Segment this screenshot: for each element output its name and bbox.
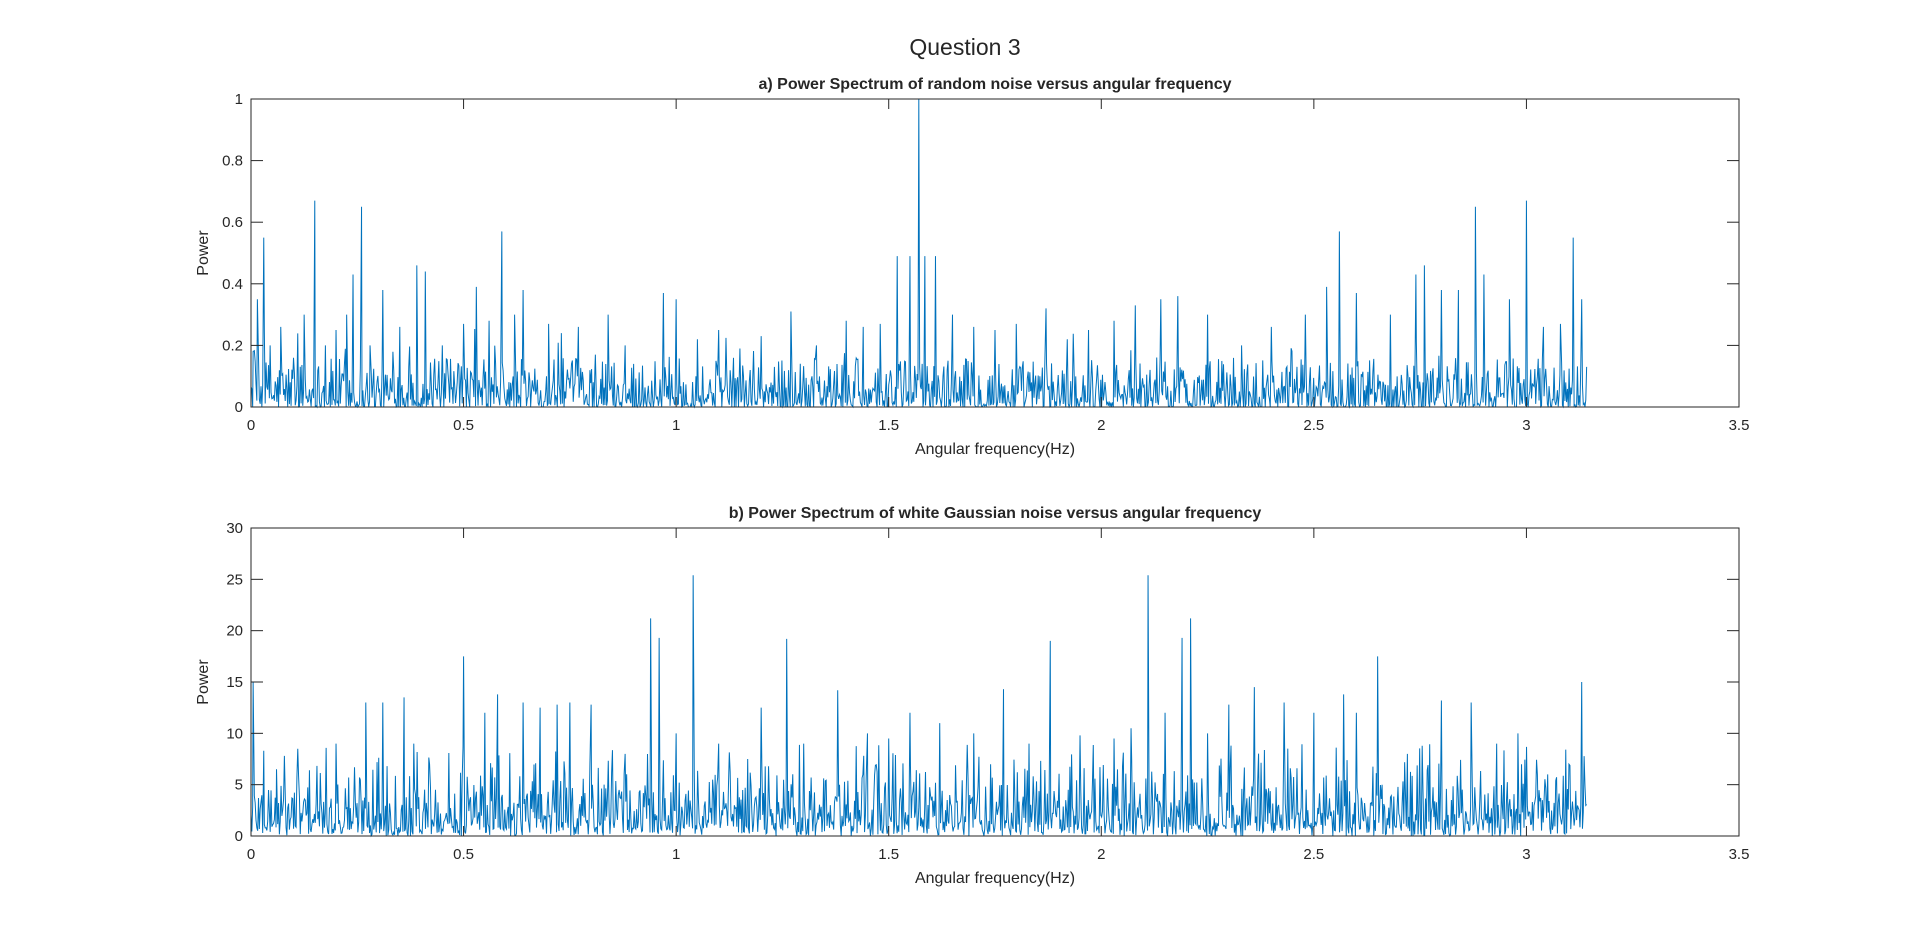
y-tick-label: 0 (235, 399, 243, 416)
x-tick-label: 0.5 (453, 846, 474, 863)
chart-title: b) Power Spectrum of white Gaussian nois… (729, 505, 1262, 522)
y-tick-label: 10 (226, 725, 243, 742)
x-tick-label: 1 (672, 417, 680, 434)
y-tick-label: 0 (235, 828, 243, 845)
chart-title: a) Power Spectrum of random noise versus… (758, 76, 1231, 93)
y-axis-label: Power (195, 230, 212, 276)
x-tick-label: 0.5 (453, 417, 474, 434)
y-axis-label: Power (195, 659, 212, 705)
y-tick-label: 0.8 (222, 153, 243, 170)
y-tick-label: 5 (235, 777, 243, 794)
figure-suptitle: Question 3 (909, 34, 1020, 60)
x-tick-label: 2.5 (1303, 846, 1324, 863)
y-tick-label: 0.4 (222, 276, 243, 293)
y-tick-label: 0.2 (222, 337, 243, 354)
x-axis-label: Angular frequency(Hz) (915, 870, 1075, 887)
y-tick-label: 1 (235, 91, 243, 108)
y-tick-label: 25 (226, 571, 243, 588)
x-axis-label: Angular frequency(Hz) (915, 441, 1075, 458)
series-line (250, 575, 1588, 838)
panel-b: b) Power Spectrum of white Gaussian nois… (195, 505, 1749, 887)
x-tick-label: 1 (672, 846, 680, 863)
y-tick-label: 15 (226, 674, 243, 691)
y-tick-label: 0.6 (222, 214, 243, 231)
x-tick-label: 3 (1522, 846, 1530, 863)
x-tick-label: 3 (1522, 417, 1530, 434)
x-tick-label: 1.5 (878, 417, 899, 434)
x-tick-label: 1.5 (878, 846, 899, 863)
axes-box (250, 98, 1740, 408)
x-tick-label: 3.5 (1729, 417, 1750, 434)
x-tick-label: 2 (1097, 846, 1105, 863)
panel-a: a) Power Spectrum of random noise versus… (195, 76, 1749, 458)
x-tick-label: 2.5 (1303, 417, 1324, 434)
x-tick-label: 2 (1097, 417, 1105, 434)
y-tick-label: 20 (226, 623, 243, 640)
x-tick-label: 0 (247, 417, 255, 434)
y-tick-label: 30 (226, 520, 243, 537)
x-tick-label: 0 (247, 846, 255, 863)
x-tick-label: 3.5 (1729, 846, 1750, 863)
